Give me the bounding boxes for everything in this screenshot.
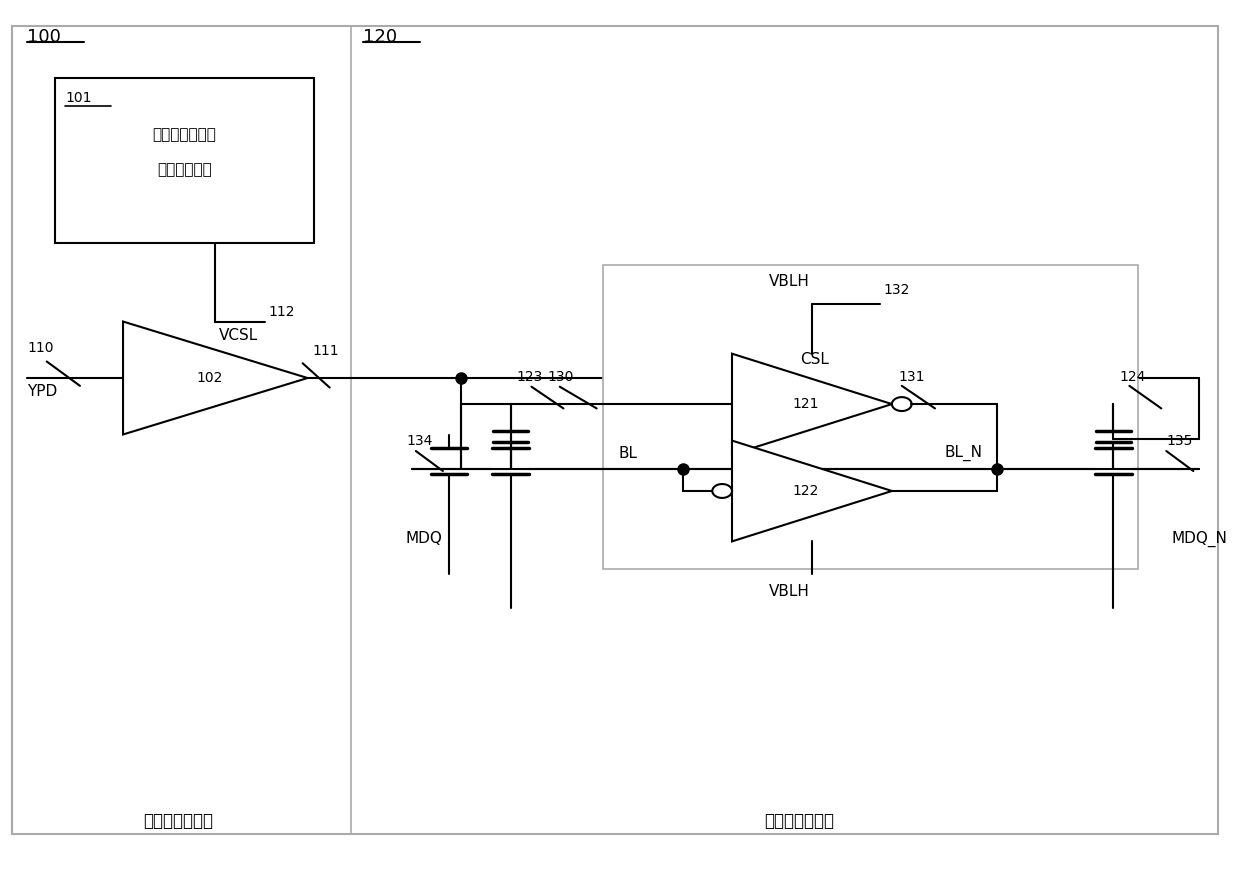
Text: BL_N: BL_N bbox=[945, 444, 983, 461]
Text: 112: 112 bbox=[268, 305, 295, 319]
Text: 132: 132 bbox=[883, 283, 910, 297]
Text: 134: 134 bbox=[405, 434, 433, 448]
FancyBboxPatch shape bbox=[12, 26, 1218, 834]
Text: 135: 135 bbox=[1167, 434, 1193, 448]
Polygon shape bbox=[732, 354, 892, 454]
Text: 阵列灵敏放大器: 阵列灵敏放大器 bbox=[765, 813, 835, 830]
Text: VCSL: VCSL bbox=[219, 328, 258, 343]
Text: 102: 102 bbox=[196, 371, 222, 385]
Text: 123: 123 bbox=[517, 370, 543, 384]
Text: VBLH: VBLH bbox=[769, 584, 810, 599]
FancyBboxPatch shape bbox=[56, 78, 314, 243]
Text: 130: 130 bbox=[548, 370, 574, 384]
Text: 100: 100 bbox=[27, 28, 61, 46]
Text: 124: 124 bbox=[1120, 370, 1146, 384]
Text: 111: 111 bbox=[312, 344, 339, 358]
Polygon shape bbox=[732, 441, 892, 541]
Text: 121: 121 bbox=[792, 397, 820, 411]
Text: 131: 131 bbox=[898, 370, 925, 384]
Text: 101: 101 bbox=[66, 91, 92, 105]
Text: YPD: YPD bbox=[27, 384, 57, 399]
Text: 122: 122 bbox=[792, 484, 818, 498]
Text: 120: 120 bbox=[363, 28, 397, 46]
Text: 列选择线驱动器: 列选择线驱动器 bbox=[144, 813, 213, 830]
Text: VBLH: VBLH bbox=[769, 274, 810, 289]
Text: 电源控制电路: 电源控制电路 bbox=[157, 162, 212, 177]
Text: MDQ: MDQ bbox=[405, 531, 443, 547]
FancyBboxPatch shape bbox=[603, 265, 1138, 569]
Text: CSL: CSL bbox=[800, 352, 828, 367]
Text: 110: 110 bbox=[27, 341, 53, 355]
Polygon shape bbox=[123, 322, 308, 434]
Text: MDQ_N: MDQ_N bbox=[1172, 531, 1228, 547]
Text: 列选择线驱动器: 列选择线驱动器 bbox=[153, 127, 217, 143]
Text: BL: BL bbox=[619, 446, 637, 461]
